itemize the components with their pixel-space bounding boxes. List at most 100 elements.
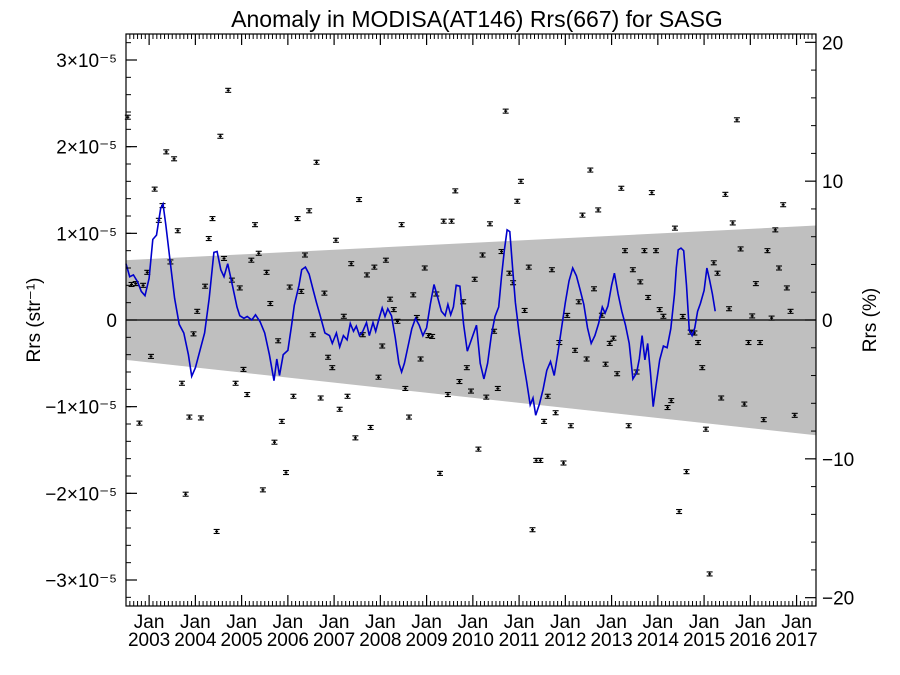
data-point (479, 252, 486, 258)
data-point (702, 426, 709, 432)
data-point (517, 178, 524, 184)
data-point (244, 391, 251, 398)
data-point (294, 216, 301, 222)
x-tick-year-label: 2012 (544, 630, 586, 651)
data-point (217, 133, 224, 139)
data-point (267, 300, 274, 307)
left-tick-label: 3×10⁻⁵ (56, 51, 117, 72)
data-point (171, 156, 178, 162)
data-point (240, 366, 247, 372)
x-tick-month-label: Jan (735, 612, 766, 633)
x-tick-month-label: Jan (226, 612, 257, 633)
x-tick-year-label: 2013 (590, 630, 632, 651)
x-tick-year-label: 2011 (499, 630, 540, 651)
right-tick-label: 20 (822, 33, 843, 54)
data-point (213, 528, 220, 535)
data-point (471, 276, 478, 282)
data-point (367, 424, 374, 431)
data-point (205, 235, 212, 242)
left-tick-label: 2×10⁻⁵ (56, 138, 117, 159)
data-point (679, 313, 686, 319)
data-point (475, 446, 482, 452)
data-point (340, 313, 347, 319)
data-point (726, 306, 733, 312)
data-point (660, 313, 667, 319)
x-tick-month-label: Jan (365, 612, 396, 633)
data-point (706, 571, 713, 577)
data-point (298, 288, 305, 294)
data-point (140, 282, 147, 288)
data-point (221, 255, 228, 262)
data-point (225, 87, 232, 93)
data-point (494, 385, 501, 392)
x-tick-month-label: Jan (550, 612, 581, 633)
data-point (629, 267, 636, 273)
data-point (136, 420, 143, 426)
data-point (683, 469, 690, 475)
data-point (286, 284, 293, 290)
data-point (648, 190, 655, 196)
data-point (147, 353, 154, 359)
data-point (406, 414, 413, 420)
data-point (390, 307, 397, 313)
x-tick-year-label: 2010 (452, 630, 494, 651)
data-point (329, 365, 336, 371)
data-point (641, 248, 648, 254)
data-point (729, 220, 736, 226)
chart-title: Anomaly in MODISA(AT146) Rrs(667) for SA… (231, 6, 723, 32)
data-point (671, 225, 678, 231)
data-point (483, 394, 490, 400)
x-tick-year-label: 2007 (313, 630, 355, 651)
data-point (564, 312, 571, 318)
y-axis-label-right: Rrs (%) (860, 288, 881, 352)
data-point (787, 308, 794, 314)
data-point (567, 423, 574, 429)
data-point (722, 191, 729, 197)
data-point (382, 257, 389, 263)
data-point (444, 391, 451, 398)
data-point (514, 198, 521, 204)
data-point (595, 207, 602, 213)
x-tick-month-label: Jan (643, 612, 674, 633)
data-point (783, 285, 790, 291)
data-point (186, 414, 193, 420)
data-point (552, 410, 559, 416)
data-point (271, 439, 278, 445)
data-point (668, 398, 675, 404)
data-point (502, 108, 509, 114)
data-point (163, 149, 170, 155)
data-point (733, 117, 740, 123)
data-point (275, 338, 282, 344)
data-point (309, 332, 316, 338)
data-point (387, 296, 394, 302)
data-point (652, 248, 659, 254)
data-point (772, 227, 779, 233)
x-tick-month-label: Jan (689, 612, 720, 633)
data-point (544, 393, 551, 399)
data-point (764, 248, 771, 254)
data-point (521, 307, 528, 314)
data-point (757, 339, 764, 346)
data-point (317, 395, 324, 401)
data-point (768, 315, 775, 321)
data-point (714, 270, 721, 276)
data-point (394, 318, 401, 324)
data-point (379, 343, 386, 349)
data-point (410, 292, 417, 298)
data-point (425, 333, 432, 339)
data-point (236, 285, 243, 291)
data-point (421, 265, 428, 271)
x-tick-month-label: Jan (781, 612, 812, 633)
data-point (306, 208, 313, 214)
data-point (745, 339, 752, 346)
data-point (151, 186, 158, 192)
data-point (583, 356, 590, 362)
left-tick-label: −2×10⁻⁵ (45, 484, 117, 505)
x-tick-month-label: Jan (180, 612, 211, 633)
data-point (695, 339, 702, 346)
data-point (197, 415, 204, 421)
data-point (332, 237, 339, 243)
data-point (591, 286, 598, 292)
data-point (398, 222, 405, 228)
data-point (209, 216, 216, 222)
